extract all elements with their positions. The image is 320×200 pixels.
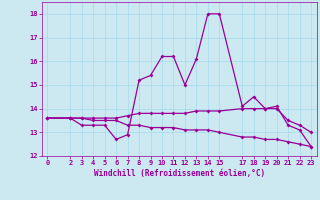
X-axis label: Windchill (Refroidissement éolien,°C): Windchill (Refroidissement éolien,°C) [94, 169, 265, 178]
